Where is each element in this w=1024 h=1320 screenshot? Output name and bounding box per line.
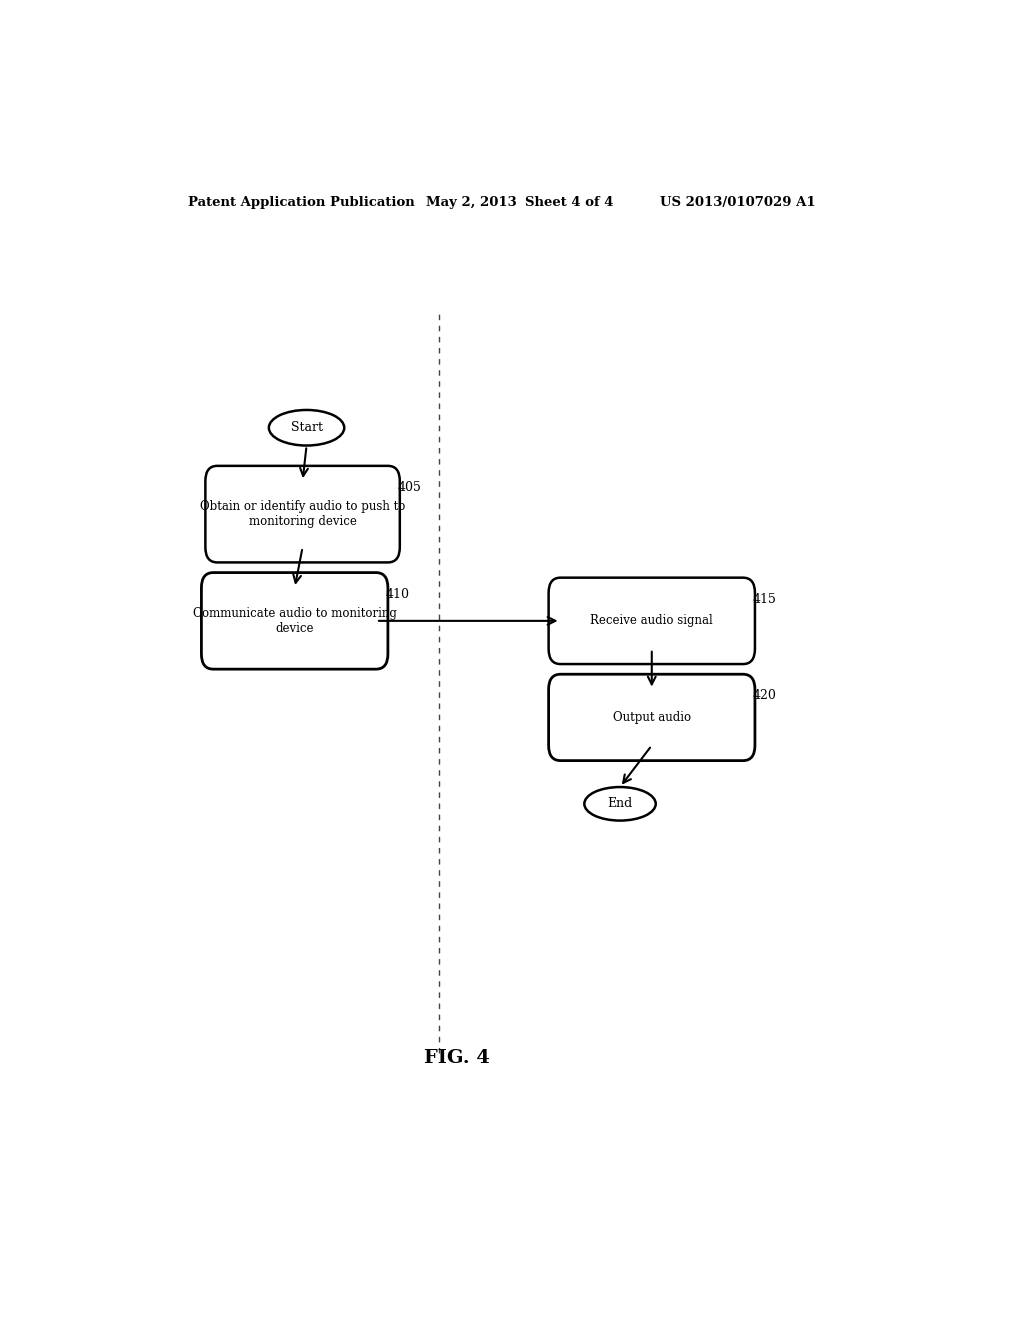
Text: FIG. 4: FIG. 4: [424, 1049, 490, 1067]
Text: Output audio: Output audio: [612, 711, 691, 723]
Text: May 2, 2013: May 2, 2013: [426, 195, 516, 209]
Text: Obtain or identify audio to push to
monitoring device: Obtain or identify audio to push to moni…: [200, 500, 406, 528]
Text: Sheet 4 of 4: Sheet 4 of 4: [524, 195, 613, 209]
Text: US 2013/0107029 A1: US 2013/0107029 A1: [659, 195, 815, 209]
Text: 405: 405: [397, 480, 421, 494]
FancyBboxPatch shape: [549, 675, 755, 760]
Text: Communicate audio to monitoring
device: Communicate audio to monitoring device: [193, 607, 396, 635]
Text: 410: 410: [385, 587, 410, 601]
FancyBboxPatch shape: [202, 573, 388, 669]
Text: 415: 415: [753, 593, 776, 606]
FancyBboxPatch shape: [549, 578, 755, 664]
Text: Start: Start: [291, 421, 323, 434]
Text: Receive audio signal: Receive audio signal: [591, 614, 713, 627]
FancyBboxPatch shape: [206, 466, 399, 562]
Ellipse shape: [269, 411, 344, 446]
Text: End: End: [607, 797, 633, 810]
Ellipse shape: [585, 787, 655, 821]
Text: Patent Application Publication: Patent Application Publication: [187, 195, 415, 209]
Text: 420: 420: [753, 689, 776, 702]
